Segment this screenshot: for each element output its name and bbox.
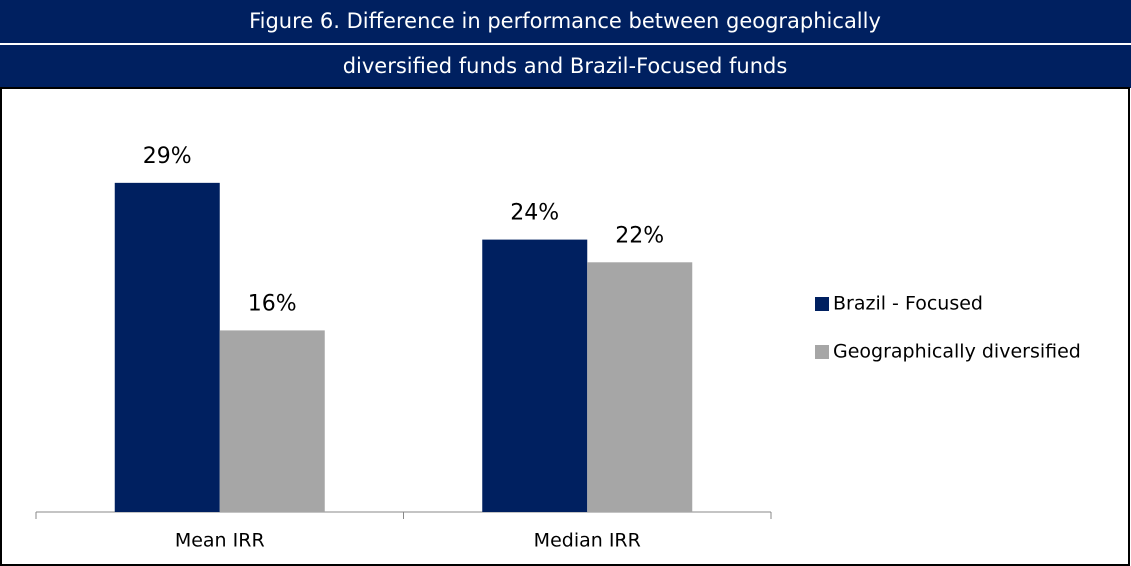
data-label: 22% <box>615 223 664 248</box>
legend-swatch <box>815 297 829 311</box>
bar <box>587 262 693 512</box>
chart-border <box>0 87 1130 566</box>
bar <box>482 239 588 512</box>
title-band <box>0 0 1131 43</box>
chart-title: Figure 6. Difference in performance betw… <box>249 9 881 33</box>
legend-label: Geographically diversified <box>833 341 1081 363</box>
x-tick-label: Mean IRR <box>175 530 265 552</box>
title-band <box>0 45 1131 88</box>
legend-label: Brazil - Focused <box>833 293 983 315</box>
data-label: 29% <box>143 144 192 169</box>
chart-title: diversified funds and Brazil-Focused fun… <box>343 54 788 78</box>
data-label: 24% <box>510 201 559 226</box>
legend-swatch <box>815 345 829 359</box>
bar <box>114 182 220 512</box>
bar <box>219 330 325 512</box>
data-label: 16% <box>248 291 297 316</box>
x-tick-label: Median IRR <box>534 530 641 552</box>
